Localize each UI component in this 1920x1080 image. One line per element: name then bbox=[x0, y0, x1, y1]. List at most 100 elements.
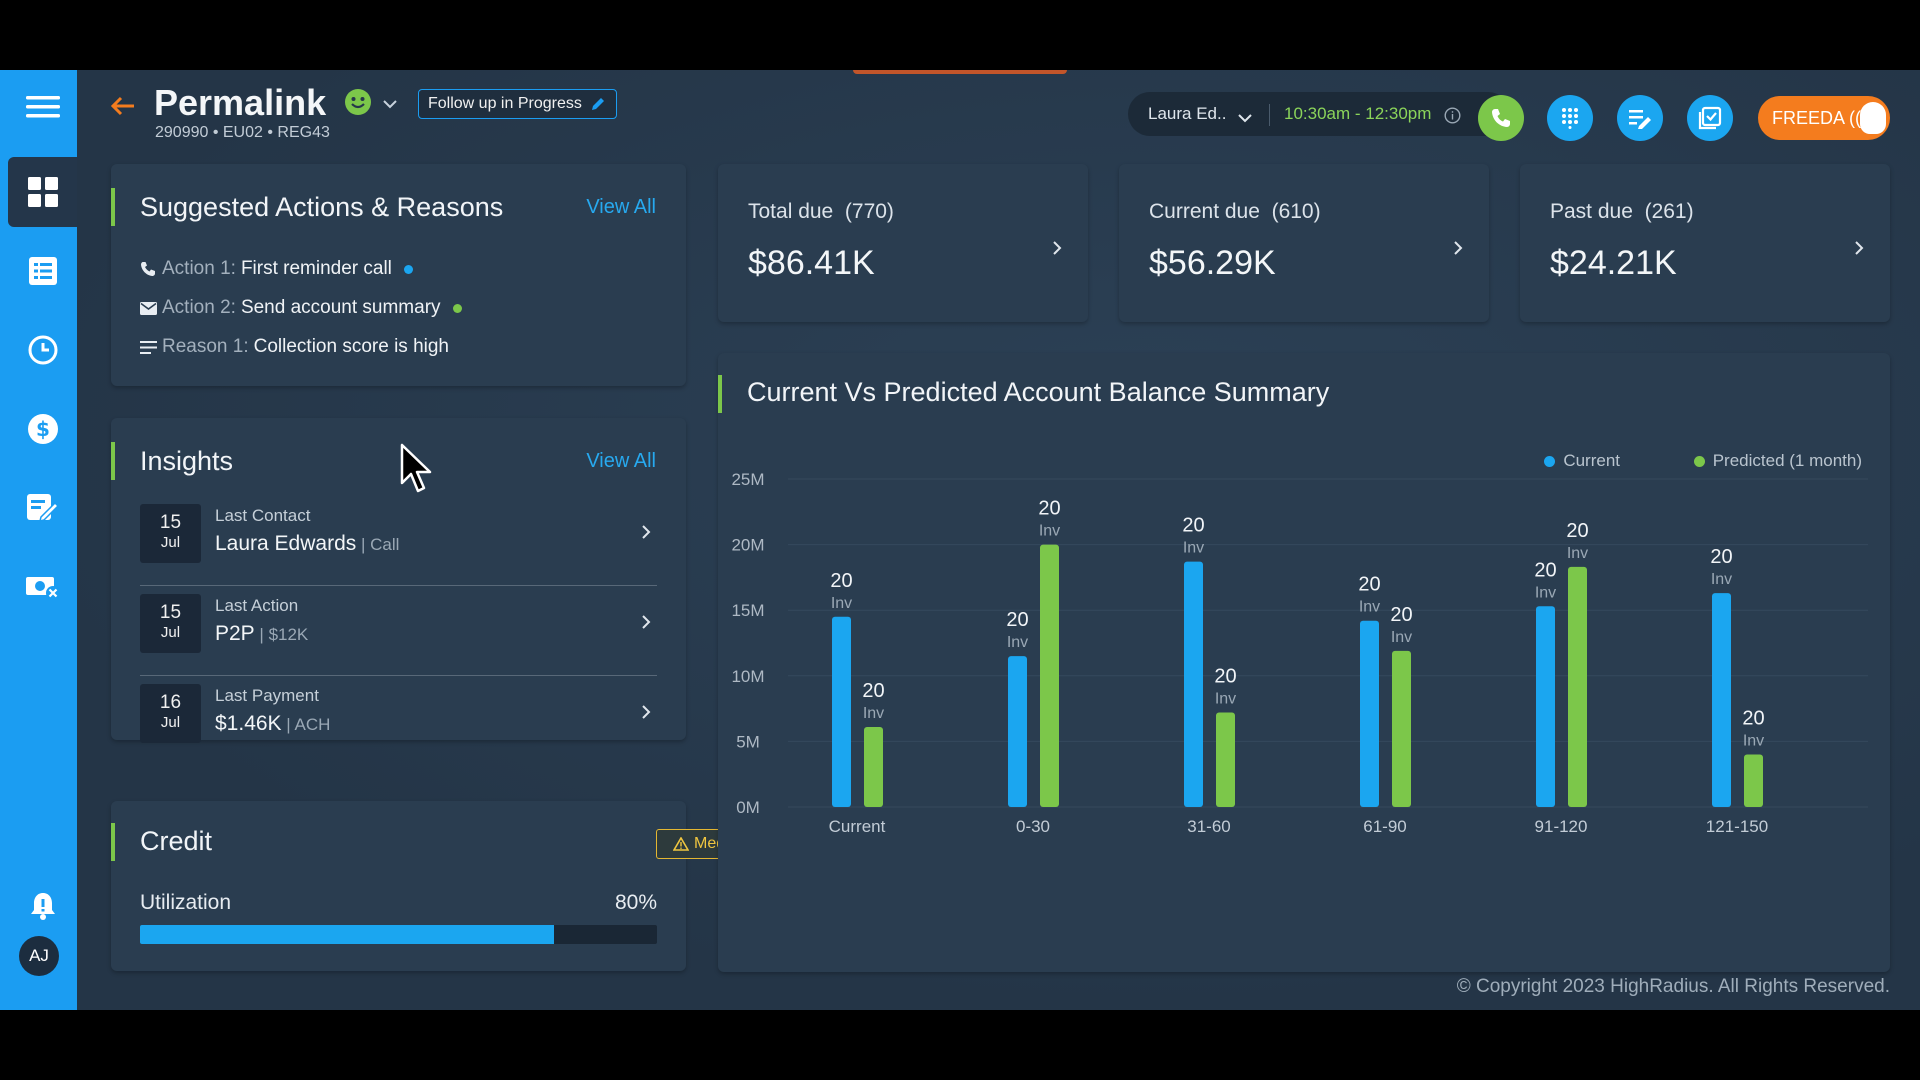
reason-item[interactable]: Reason 1: Collection score is high bbox=[140, 336, 449, 358]
chart-bar bbox=[1536, 606, 1555, 807]
date-day: 15 bbox=[159, 602, 182, 623]
bar-data-label: 20 bbox=[1566, 520, 1588, 542]
note-button[interactable] bbox=[1617, 95, 1663, 141]
insight-value: P2P | $12K bbox=[215, 622, 308, 646]
chevron-right-icon[interactable] bbox=[1854, 240, 1864, 260]
date-month: Jul bbox=[160, 534, 181, 551]
bar-data-sublabel: Inv bbox=[1711, 571, 1732, 588]
chevron-right-icon[interactable] bbox=[1453, 240, 1463, 260]
due-count: (610) bbox=[1271, 200, 1321, 223]
notifications-bell[interactable] bbox=[8, 871, 77, 941]
agent-dropdown[interactable]: Laura Ed.. bbox=[1148, 104, 1227, 123]
past-due-card[interactable]: Past due (261) $24.21K bbox=[1520, 164, 1890, 322]
avatar[interactable]: AJ bbox=[19, 936, 59, 976]
date-month: Jul bbox=[160, 714, 181, 731]
legend-item-current[interactable]: Current bbox=[1544, 451, 1620, 471]
bar-data-sublabel: Inv bbox=[1007, 634, 1028, 651]
divider bbox=[1269, 104, 1270, 126]
due-label: Past due (261) bbox=[1550, 200, 1694, 224]
legend-swatch bbox=[1544, 455, 1556, 467]
insight-row-last-payment[interactable]: 16 Jul Last Payment $1.46K | ACH bbox=[140, 676, 657, 766]
due-amount: $56.29K bbox=[1149, 244, 1276, 282]
utilization-percent: 80% bbox=[614, 891, 657, 914]
chart-bar bbox=[1008, 656, 1027, 807]
agent-bar bbox=[1128, 92, 1510, 136]
x-tick-label: 0-30 bbox=[1016, 817, 1050, 836]
legend-label: Current bbox=[1563, 451, 1620, 470]
menu-icon[interactable] bbox=[8, 72, 77, 142]
bar-data-sublabel: Inv bbox=[1359, 599, 1380, 616]
chart-bar bbox=[864, 726, 883, 807]
freeda-label: FREEDA (( bbox=[1772, 107, 1862, 128]
chart-bar bbox=[1712, 593, 1731, 807]
utilization-bar bbox=[140, 925, 657, 944]
action-item[interactable]: Action 1: First reminder call bbox=[140, 258, 413, 280]
chevron-down-icon[interactable] bbox=[1238, 108, 1252, 127]
due-count: (770) bbox=[844, 200, 894, 223]
bar-data-label: 20 bbox=[1534, 559, 1556, 581]
list-icon bbox=[140, 340, 162, 354]
chevron-right-icon[interactable] bbox=[1052, 240, 1062, 260]
chart-title: Current Vs Predicted Account Balance Sum… bbox=[747, 377, 1330, 407]
insight-row-last-contact[interactable]: 15 Jul Last Contact Laura Edwards | Call bbox=[140, 496, 657, 586]
y-tick-label: 10M bbox=[731, 667, 764, 686]
chevron-right-icon[interactable] bbox=[641, 614, 651, 634]
chevron-right-icon[interactable] bbox=[641, 524, 651, 544]
bar-data-label: 20 bbox=[1710, 546, 1732, 568]
due-label-text: Past due bbox=[1550, 200, 1633, 223]
status-dot bbox=[403, 264, 413, 274]
status-pill[interactable]: Follow up in Progress bbox=[418, 89, 617, 119]
status-label: Follow up in Progress bbox=[428, 95, 582, 112]
view-all-link[interactable]: View All bbox=[586, 450, 656, 472]
sidebar-item-history[interactable] bbox=[8, 315, 77, 385]
card-title: Credit bbox=[140, 826, 213, 856]
chart-bar bbox=[1744, 754, 1763, 807]
insight-sub-value: | $12K bbox=[254, 625, 309, 644]
dialpad-button[interactable] bbox=[1547, 95, 1593, 141]
reason-label: Reason 1: bbox=[162, 336, 249, 357]
account-subtitle: 290990 • EU02 • REG43 bbox=[155, 124, 330, 141]
card-accent bbox=[111, 188, 115, 226]
sidebar-item-disputes[interactable] bbox=[8, 552, 77, 622]
date-badge: 16 Jul bbox=[140, 684, 201, 743]
action-item[interactable]: Action 2: Send account summary bbox=[140, 297, 462, 319]
bar-data-label: 20 bbox=[1390, 604, 1412, 626]
date-day: 16 bbox=[159, 692, 182, 713]
dashboard-icon bbox=[27, 177, 58, 207]
insight-row-last-action[interactable]: 15 Jul Last Action P2P | $12K bbox=[140, 586, 657, 676]
back-arrow-icon[interactable] bbox=[110, 96, 136, 120]
current-due-card[interactable]: Current due (610) $56.29K bbox=[1119, 164, 1489, 322]
sidebar-item-list[interactable] bbox=[8, 236, 77, 306]
chevron-down-icon[interactable] bbox=[383, 94, 397, 113]
call-button[interactable] bbox=[1478, 95, 1524, 141]
insight-label: Last Contact bbox=[215, 506, 311, 525]
bar-data-sublabel: Inv bbox=[1743, 733, 1764, 750]
freeda-assistant-button[interactable]: FREEDA (( bbox=[1758, 96, 1890, 140]
bar-data-sublabel: Inv bbox=[1039, 523, 1060, 540]
y-tick-label: 0M bbox=[736, 798, 760, 817]
chart-bar bbox=[1568, 566, 1587, 807]
pencil-icon[interactable] bbox=[590, 96, 606, 117]
chevron-right-icon[interactable] bbox=[641, 704, 651, 724]
sidebar-item-payments[interactable]: $ bbox=[8, 394, 77, 464]
bell-icon bbox=[30, 893, 55, 920]
bar-data-label: 20 bbox=[862, 680, 884, 702]
bar-data-label: 20 bbox=[1006, 609, 1028, 631]
bar-data-sublabel: Inv bbox=[1567, 545, 1588, 562]
due-amount: $86.41K bbox=[748, 244, 875, 282]
view-all-link[interactable]: View All bbox=[586, 196, 656, 218]
action-label: Action 1: bbox=[162, 258, 236, 279]
x-tick-label: 61-90 bbox=[1363, 817, 1406, 836]
sidebar-item-dashboard[interactable] bbox=[8, 157, 77, 227]
bar-data-sublabel: Inv bbox=[1215, 691, 1236, 708]
list-icon bbox=[28, 257, 57, 285]
due-label: Total due (770) bbox=[748, 200, 894, 224]
info-icon[interactable] bbox=[1444, 107, 1461, 128]
task-button[interactable] bbox=[1687, 95, 1733, 141]
sidebar-item-notes[interactable] bbox=[8, 473, 77, 543]
legend-item-predicted[interactable]: Predicted (1 month) bbox=[1693, 451, 1862, 471]
total-due-card[interactable]: Total due (770) $86.41K bbox=[718, 164, 1088, 322]
chart-bar bbox=[1216, 712, 1235, 807]
action-label: Action 2: bbox=[162, 297, 236, 318]
insight-label: Last Payment bbox=[215, 686, 319, 705]
